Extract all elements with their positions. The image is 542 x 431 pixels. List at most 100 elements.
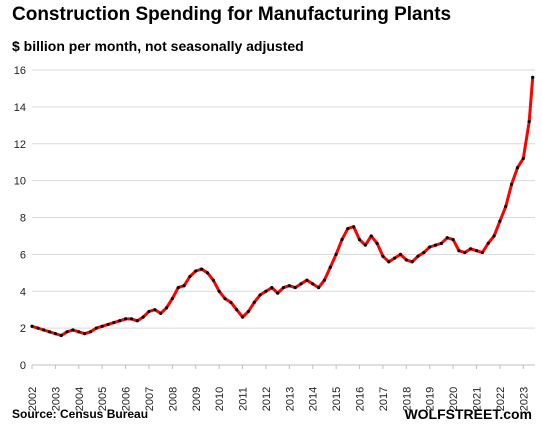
y-tick-label: 10 — [14, 176, 26, 188]
x-tick-label: 2017 — [378, 387, 390, 411]
data-point — [118, 319, 122, 323]
data-point — [235, 308, 239, 312]
data-point — [474, 249, 479, 253]
data-point — [182, 284, 186, 288]
y-tick-label: 14 — [14, 102, 26, 114]
x-tick-label: 2020 — [448, 387, 460, 411]
x-tick-label: 2002 — [27, 387, 39, 411]
data-point — [42, 328, 46, 332]
data-point — [281, 285, 286, 290]
x-tick-label: 2014 — [308, 387, 320, 411]
x-tick-label: 2013 — [284, 387, 296, 411]
x-tick-label: 2009 — [191, 387, 203, 411]
data-point — [240, 315, 245, 319]
data-point — [258, 293, 262, 297]
y-tick-label: 6 — [20, 249, 26, 261]
x-tick-label: 2012 — [261, 387, 273, 411]
data-point — [451, 238, 455, 242]
brand-label: WOLFSTREET.com — [404, 406, 532, 422]
x-tick-label: 2011 — [238, 387, 250, 411]
data-point — [229, 300, 233, 304]
data-point — [159, 311, 163, 315]
x-tick-label: 2004 — [74, 387, 86, 411]
chart-subtitle: $ billion per month, not seasonally adju… — [12, 38, 304, 54]
data-point — [393, 256, 397, 260]
x-tick-label: 2010 — [214, 387, 226, 411]
data-point — [381, 254, 385, 258]
x-tick-label: 2016 — [355, 387, 367, 411]
data-point — [293, 285, 297, 290]
data-point — [71, 328, 75, 332]
data-point — [252, 300, 256, 304]
data-point — [59, 333, 63, 338]
data-point — [387, 260, 391, 264]
data-point — [299, 282, 303, 286]
data-series — [30, 75, 535, 338]
data-point — [170, 297, 174, 301]
data-point — [276, 291, 280, 295]
data-point — [352, 225, 356, 229]
data-point — [498, 219, 502, 223]
data-point — [527, 120, 531, 124]
data-point — [439, 241, 444, 245]
data-point — [264, 289, 268, 293]
data-point — [363, 243, 367, 247]
data-point — [194, 269, 198, 273]
data-point — [369, 234, 373, 238]
data-point — [433, 243, 438, 247]
series-line — [30, 75, 535, 337]
x-tick-label: 2021 — [472, 387, 484, 411]
data-point — [217, 289, 221, 293]
data-point — [77, 330, 81, 334]
data-point — [375, 241, 379, 245]
data-point — [469, 247, 473, 251]
data-point — [486, 241, 490, 245]
data-point — [422, 250, 426, 255]
data-point — [340, 238, 344, 242]
data-point — [410, 260, 414, 264]
data-point — [510, 182, 514, 186]
data-point — [515, 166, 520, 170]
data-point — [53, 332, 57, 336]
chart-title: Construction Spending for Manufacturing … — [12, 4, 452, 25]
data-point — [147, 309, 151, 314]
data-point — [30, 324, 34, 328]
data-point — [504, 204, 508, 209]
data-point — [346, 226, 350, 231]
data-point — [445, 236, 449, 240]
x-tick-labels: 2002 2003 2004 2005 2006 2007 2008 2009 2010 2011… — [27, 387, 530, 411]
data-point — [164, 306, 169, 310]
data-point — [36, 326, 40, 330]
x-tick-label: 2019 — [425, 387, 437, 411]
x-tick-label: 2015 — [331, 387, 343, 411]
data-point — [311, 282, 315, 286]
y-tick-label: 4 — [20, 286, 26, 298]
data-point — [246, 309, 251, 314]
data-point — [100, 324, 104, 328]
source-note: Source: Census Bureau — [12, 407, 149, 421]
data-point — [94, 326, 98, 330]
data-point — [123, 317, 128, 321]
data-point — [398, 252, 403, 256]
data-point — [457, 249, 461, 253]
data-point — [205, 271, 210, 275]
y-tick-label: 2 — [20, 323, 26, 335]
y-tick-label: 16 — [14, 65, 26, 77]
data-point — [153, 308, 157, 312]
data-point — [531, 75, 535, 79]
x-tick-label: 2022 — [495, 387, 507, 411]
data-point — [65, 330, 69, 334]
x-tick-label: 2005 — [97, 387, 109, 411]
x-tick-label: 2023 — [518, 387, 530, 411]
x-tick-label: 2008 — [167, 387, 179, 411]
data-point — [334, 252, 338, 256]
data-point — [83, 332, 87, 336]
data-point — [404, 258, 408, 262]
data-point — [188, 274, 192, 279]
data-point — [106, 322, 110, 327]
data-point — [211, 278, 215, 282]
data-point — [270, 285, 274, 290]
data-point — [200, 267, 204, 271]
axes — [31, 364, 535, 369]
data-point — [521, 156, 525, 161]
